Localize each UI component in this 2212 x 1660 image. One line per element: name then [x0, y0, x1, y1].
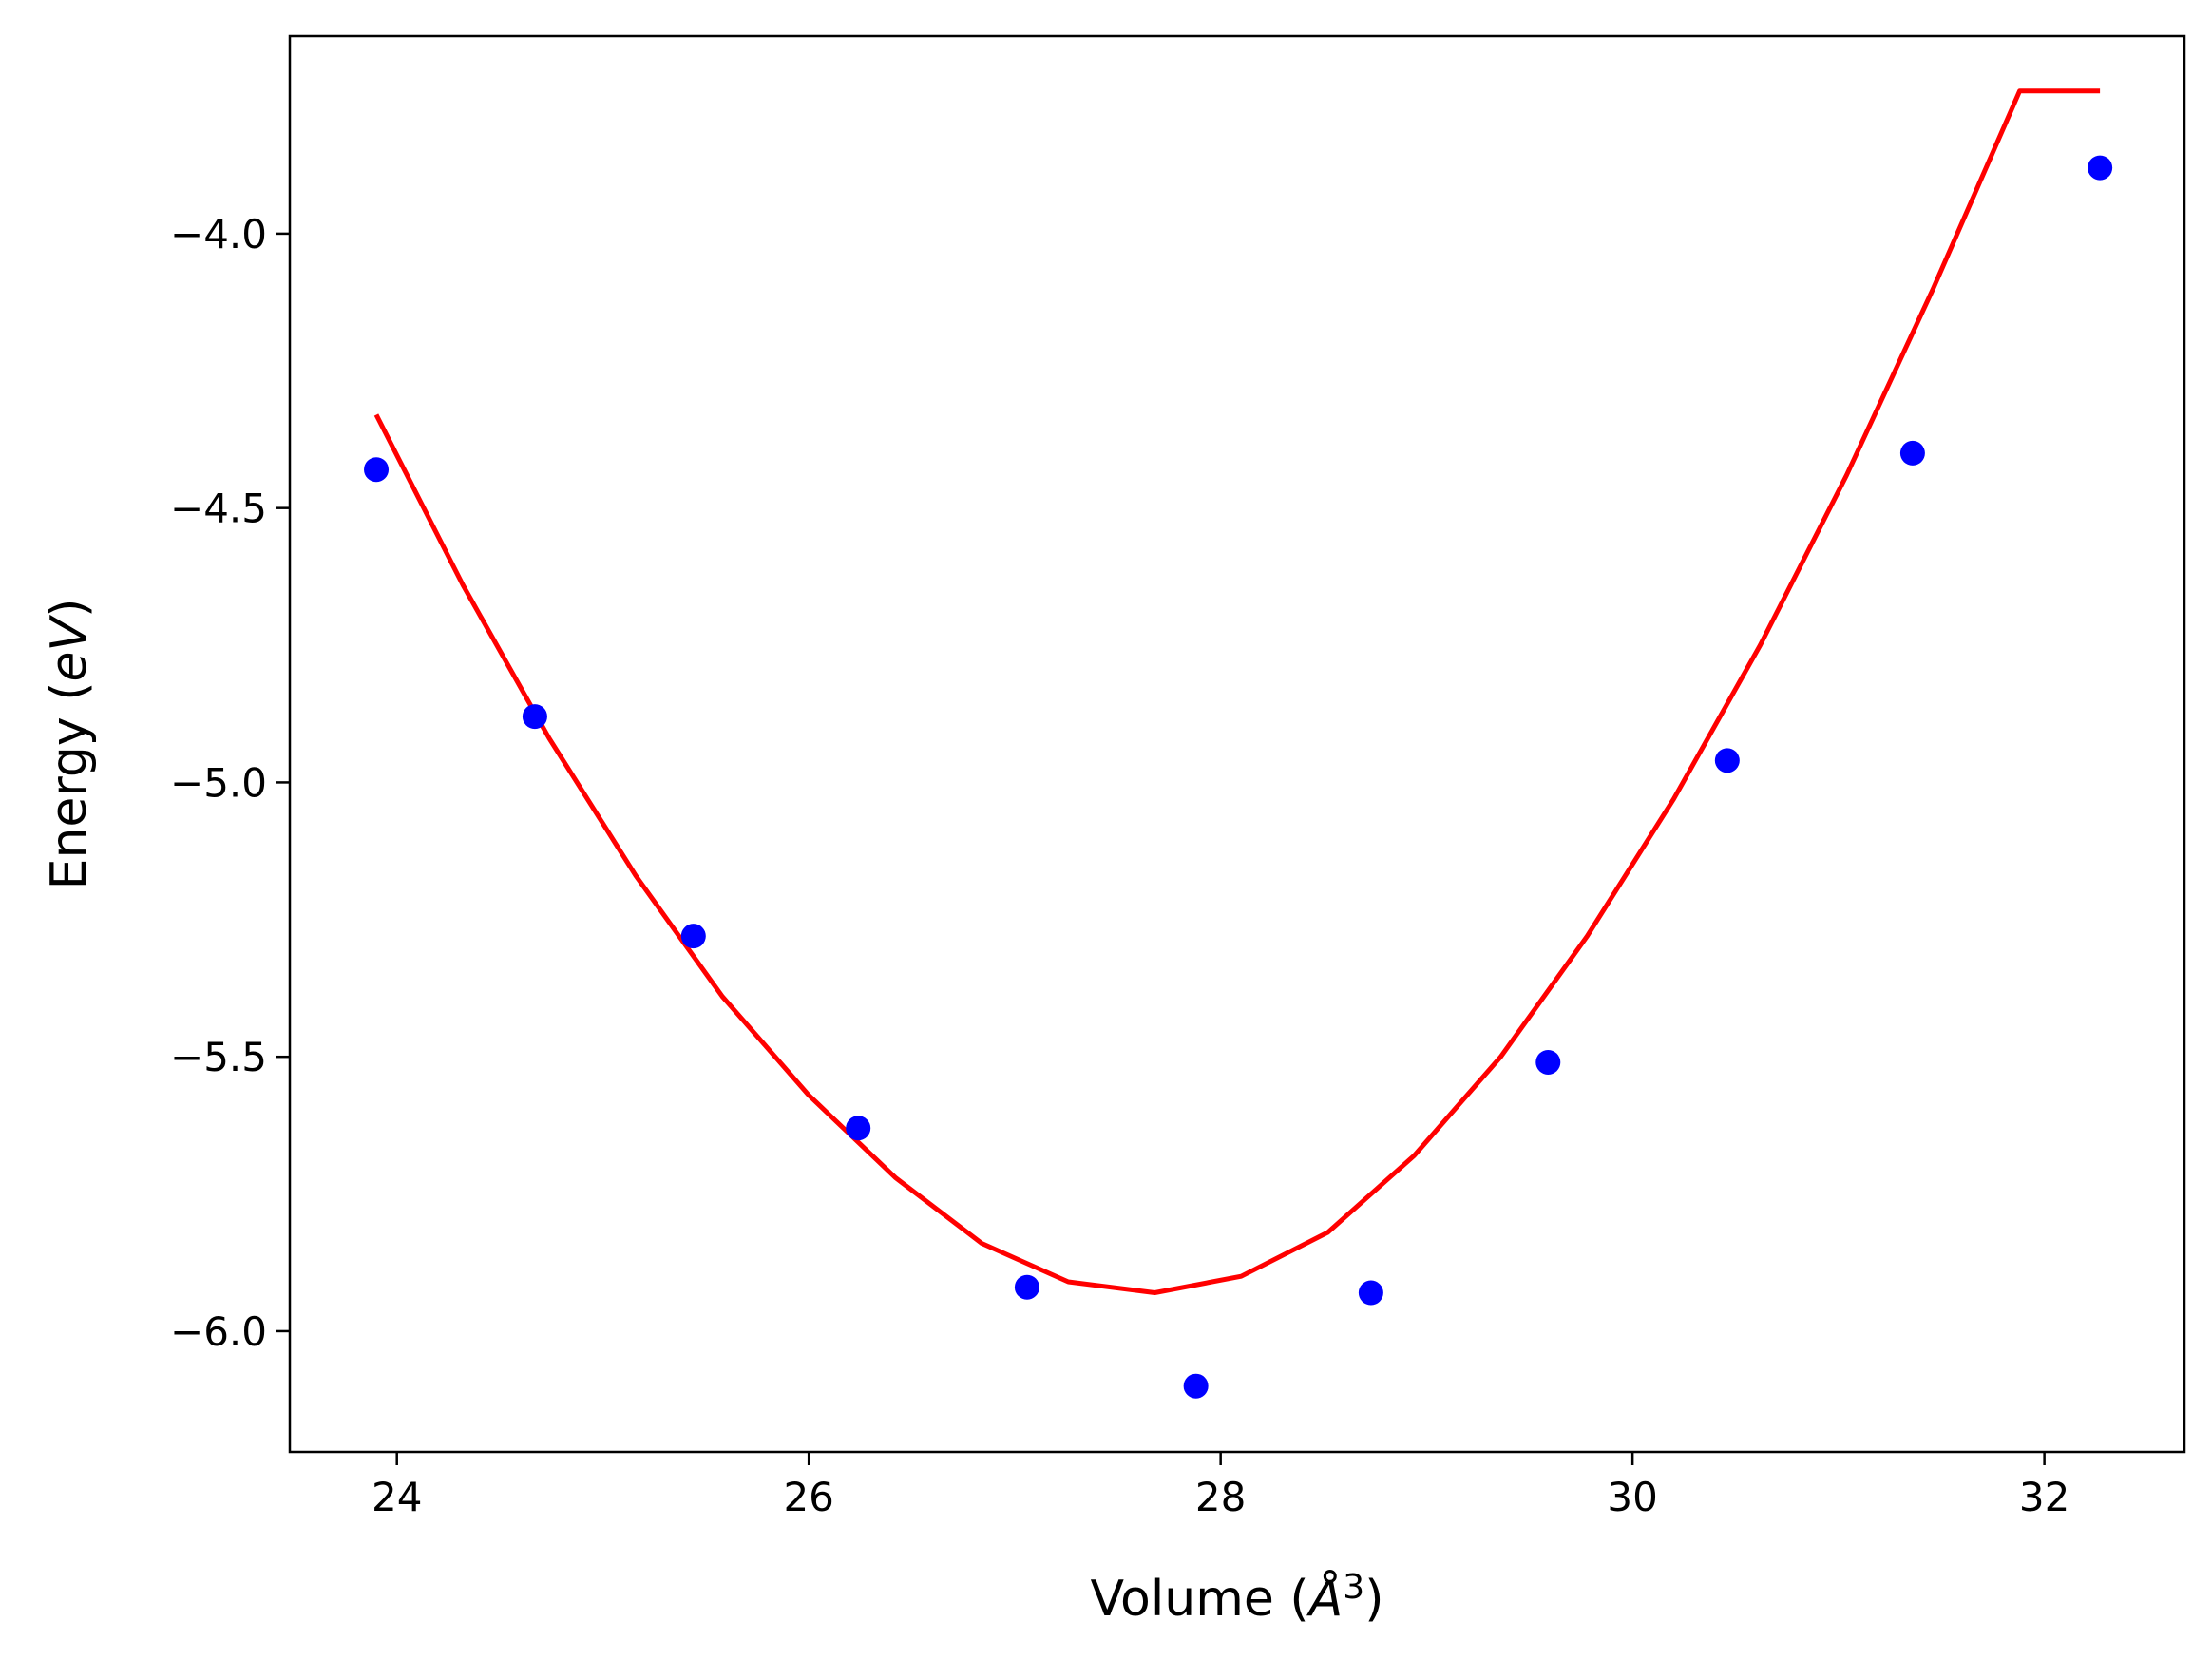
data-point	[522, 704, 547, 730]
x-axis-label-close: )	[1364, 1571, 1383, 1628]
plot-area	[288, 34, 2186, 1454]
y-tick-label: −5.0	[170, 759, 267, 806]
data-point	[846, 1116, 871, 1141]
data-point	[2088, 155, 2113, 181]
data-point	[1358, 1280, 1383, 1306]
y-axis-label-text: Energy (	[41, 682, 98, 890]
y-tick-label: −4.0	[170, 211, 267, 258]
data-point	[364, 457, 390, 483]
series-layer	[364, 88, 2113, 1399]
y-tick-label: −5.5	[170, 1034, 267, 1080]
x-tick-label: 26	[783, 1474, 833, 1520]
x-axis-label-exponent: 3	[1343, 1568, 1364, 1607]
data-point	[1714, 748, 1740, 773]
data-point	[1899, 440, 1925, 466]
x-axis-label-text: Volume (	[1091, 1571, 1309, 1628]
y-axis-label-unit: eV	[41, 615, 98, 682]
y-tick-label: −4.5	[170, 486, 267, 532]
data-point	[1183, 1373, 1209, 1399]
y-axis-ticks: −6.0 −5.5 −5.0 −4.5 −4.0	[170, 211, 290, 1355]
x-axis-label: Volume (Å3)	[1091, 1568, 1384, 1628]
x-tick-label: 30	[1607, 1474, 1657, 1520]
data-point	[680, 924, 706, 949]
fit-curve	[373, 88, 2101, 1295]
x-axis-ticks: 24 26 28 30 32	[372, 1452, 2069, 1520]
y-axis-label: Energy (eV)	[41, 599, 98, 890]
x-tick-label: 28	[1195, 1474, 1246, 1520]
x-tick-label: 24	[372, 1474, 422, 1520]
x-tick-label: 32	[2019, 1474, 2069, 1520]
y-tick-label: −6.0	[170, 1308, 267, 1355]
y-axis-label-close: )	[41, 599, 98, 618]
x-axis-label-symbol: Å	[1306, 1569, 1344, 1628]
data-point	[1535, 1049, 1561, 1075]
data-point	[1014, 1274, 1039, 1300]
